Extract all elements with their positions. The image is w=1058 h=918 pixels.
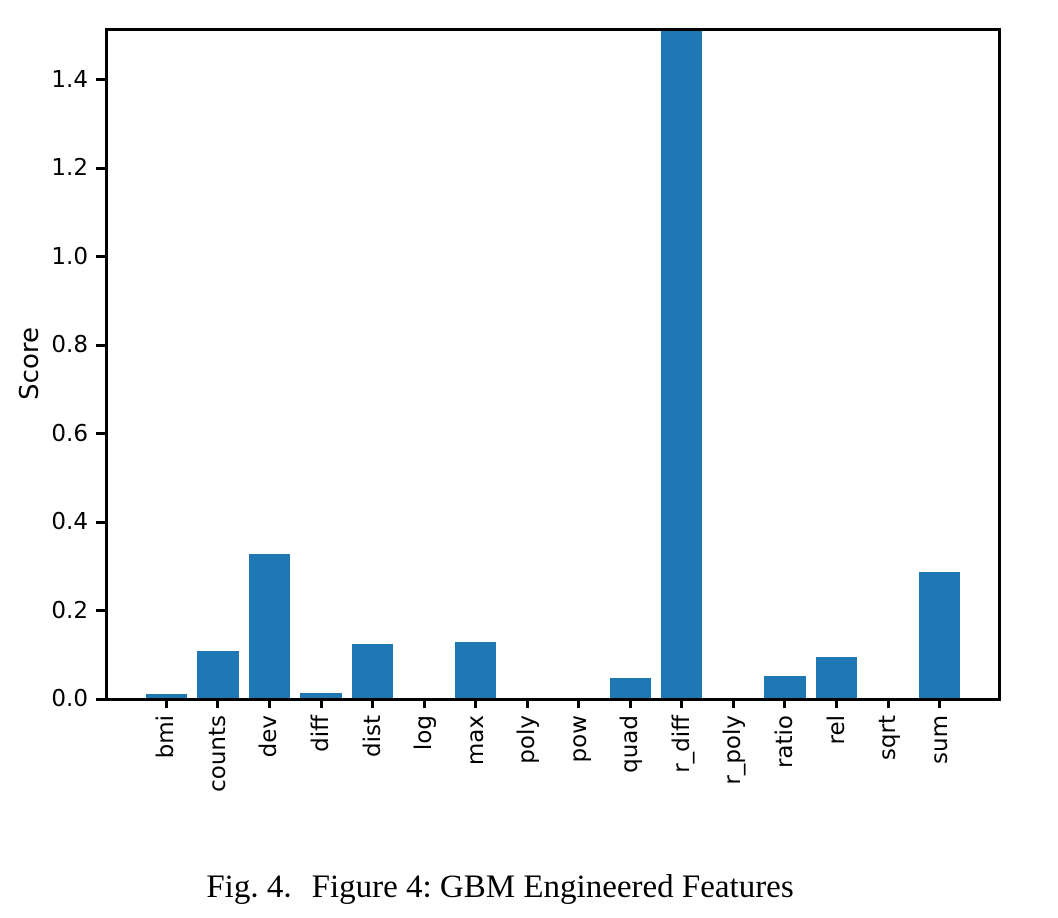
x-tick-label: r_poly [720, 715, 747, 785]
x-tick-mark [474, 699, 478, 708]
bar [764, 675, 806, 699]
x-tick-mark [216, 699, 220, 708]
x-tick-mark [319, 699, 323, 708]
x-tick-label: r_diff [668, 715, 695, 773]
figure-caption-label: Fig. 4. [206, 869, 292, 905]
bar [145, 694, 187, 699]
y-tick-mark [96, 520, 105, 524]
y-tick-mark [96, 343, 105, 347]
y-tick-mark [96, 432, 105, 436]
x-tick-label: sum [926, 715, 953, 764]
y-tick-label: 1.2 [51, 155, 88, 182]
x-tick-mark [577, 699, 581, 708]
x-tick-mark [164, 699, 168, 708]
x-tick-label: log [411, 715, 438, 751]
x-tick-mark [422, 699, 426, 708]
y-tick-label: 0.8 [51, 332, 88, 359]
x-tick-mark [680, 699, 684, 708]
x-tick-label: counts [204, 715, 231, 792]
bar [351, 643, 394, 699]
x-tick-mark [525, 699, 529, 708]
x-tick-mark [731, 699, 735, 708]
bar [197, 651, 239, 699]
x-tick-mark [886, 699, 890, 708]
x-tick-mark [628, 699, 632, 708]
plot-area-border [105, 28, 1001, 701]
x-tick-label: ratio [771, 715, 798, 769]
x-tick-label: max [462, 715, 489, 766]
x-tick-label: dev [256, 715, 283, 758]
x-tick-label: dist [359, 715, 386, 757]
y-tick-label: 0.6 [51, 420, 88, 447]
y-tick-mark [96, 697, 105, 701]
bar [661, 31, 703, 699]
y-tick-mark [96, 609, 105, 613]
figure-caption-text: Figure 4: GBM Engineered Features [311, 869, 794, 905]
x-tick-label: bmi [153, 715, 180, 759]
bar [919, 572, 961, 699]
bar [815, 656, 858, 699]
x-tick-mark [938, 699, 942, 708]
x-tick-label: diff [308, 715, 334, 752]
bar [609, 677, 651, 699]
y-tick-label: 1.4 [51, 66, 88, 93]
x-tick-label: quad [617, 715, 644, 773]
y-tick-label: 0.2 [51, 597, 88, 624]
figure-caption: Fig. 4. Figure 4: GBM Engineered Features [0, 869, 1000, 906]
x-tick-label: poly [514, 715, 541, 764]
y-tick-label: 0.4 [51, 509, 88, 536]
bar [300, 693, 342, 699]
y-tick-label: 0.0 [51, 686, 88, 712]
x-tick-label: pow [565, 715, 592, 763]
y-tick-label: 1.0 [51, 243, 88, 270]
x-tick-label: sqrt [875, 715, 902, 761]
bar [455, 641, 497, 699]
x-tick-mark [835, 699, 839, 708]
y-tick-mark [96, 78, 105, 82]
x-tick-mark [371, 699, 375, 708]
y-tick-mark [96, 255, 105, 259]
y-tick-mark [96, 166, 105, 170]
x-tick-mark [267, 699, 271, 708]
bar [248, 554, 291, 699]
x-tick-mark [783, 699, 787, 708]
x-tick-label: rel [823, 715, 850, 745]
